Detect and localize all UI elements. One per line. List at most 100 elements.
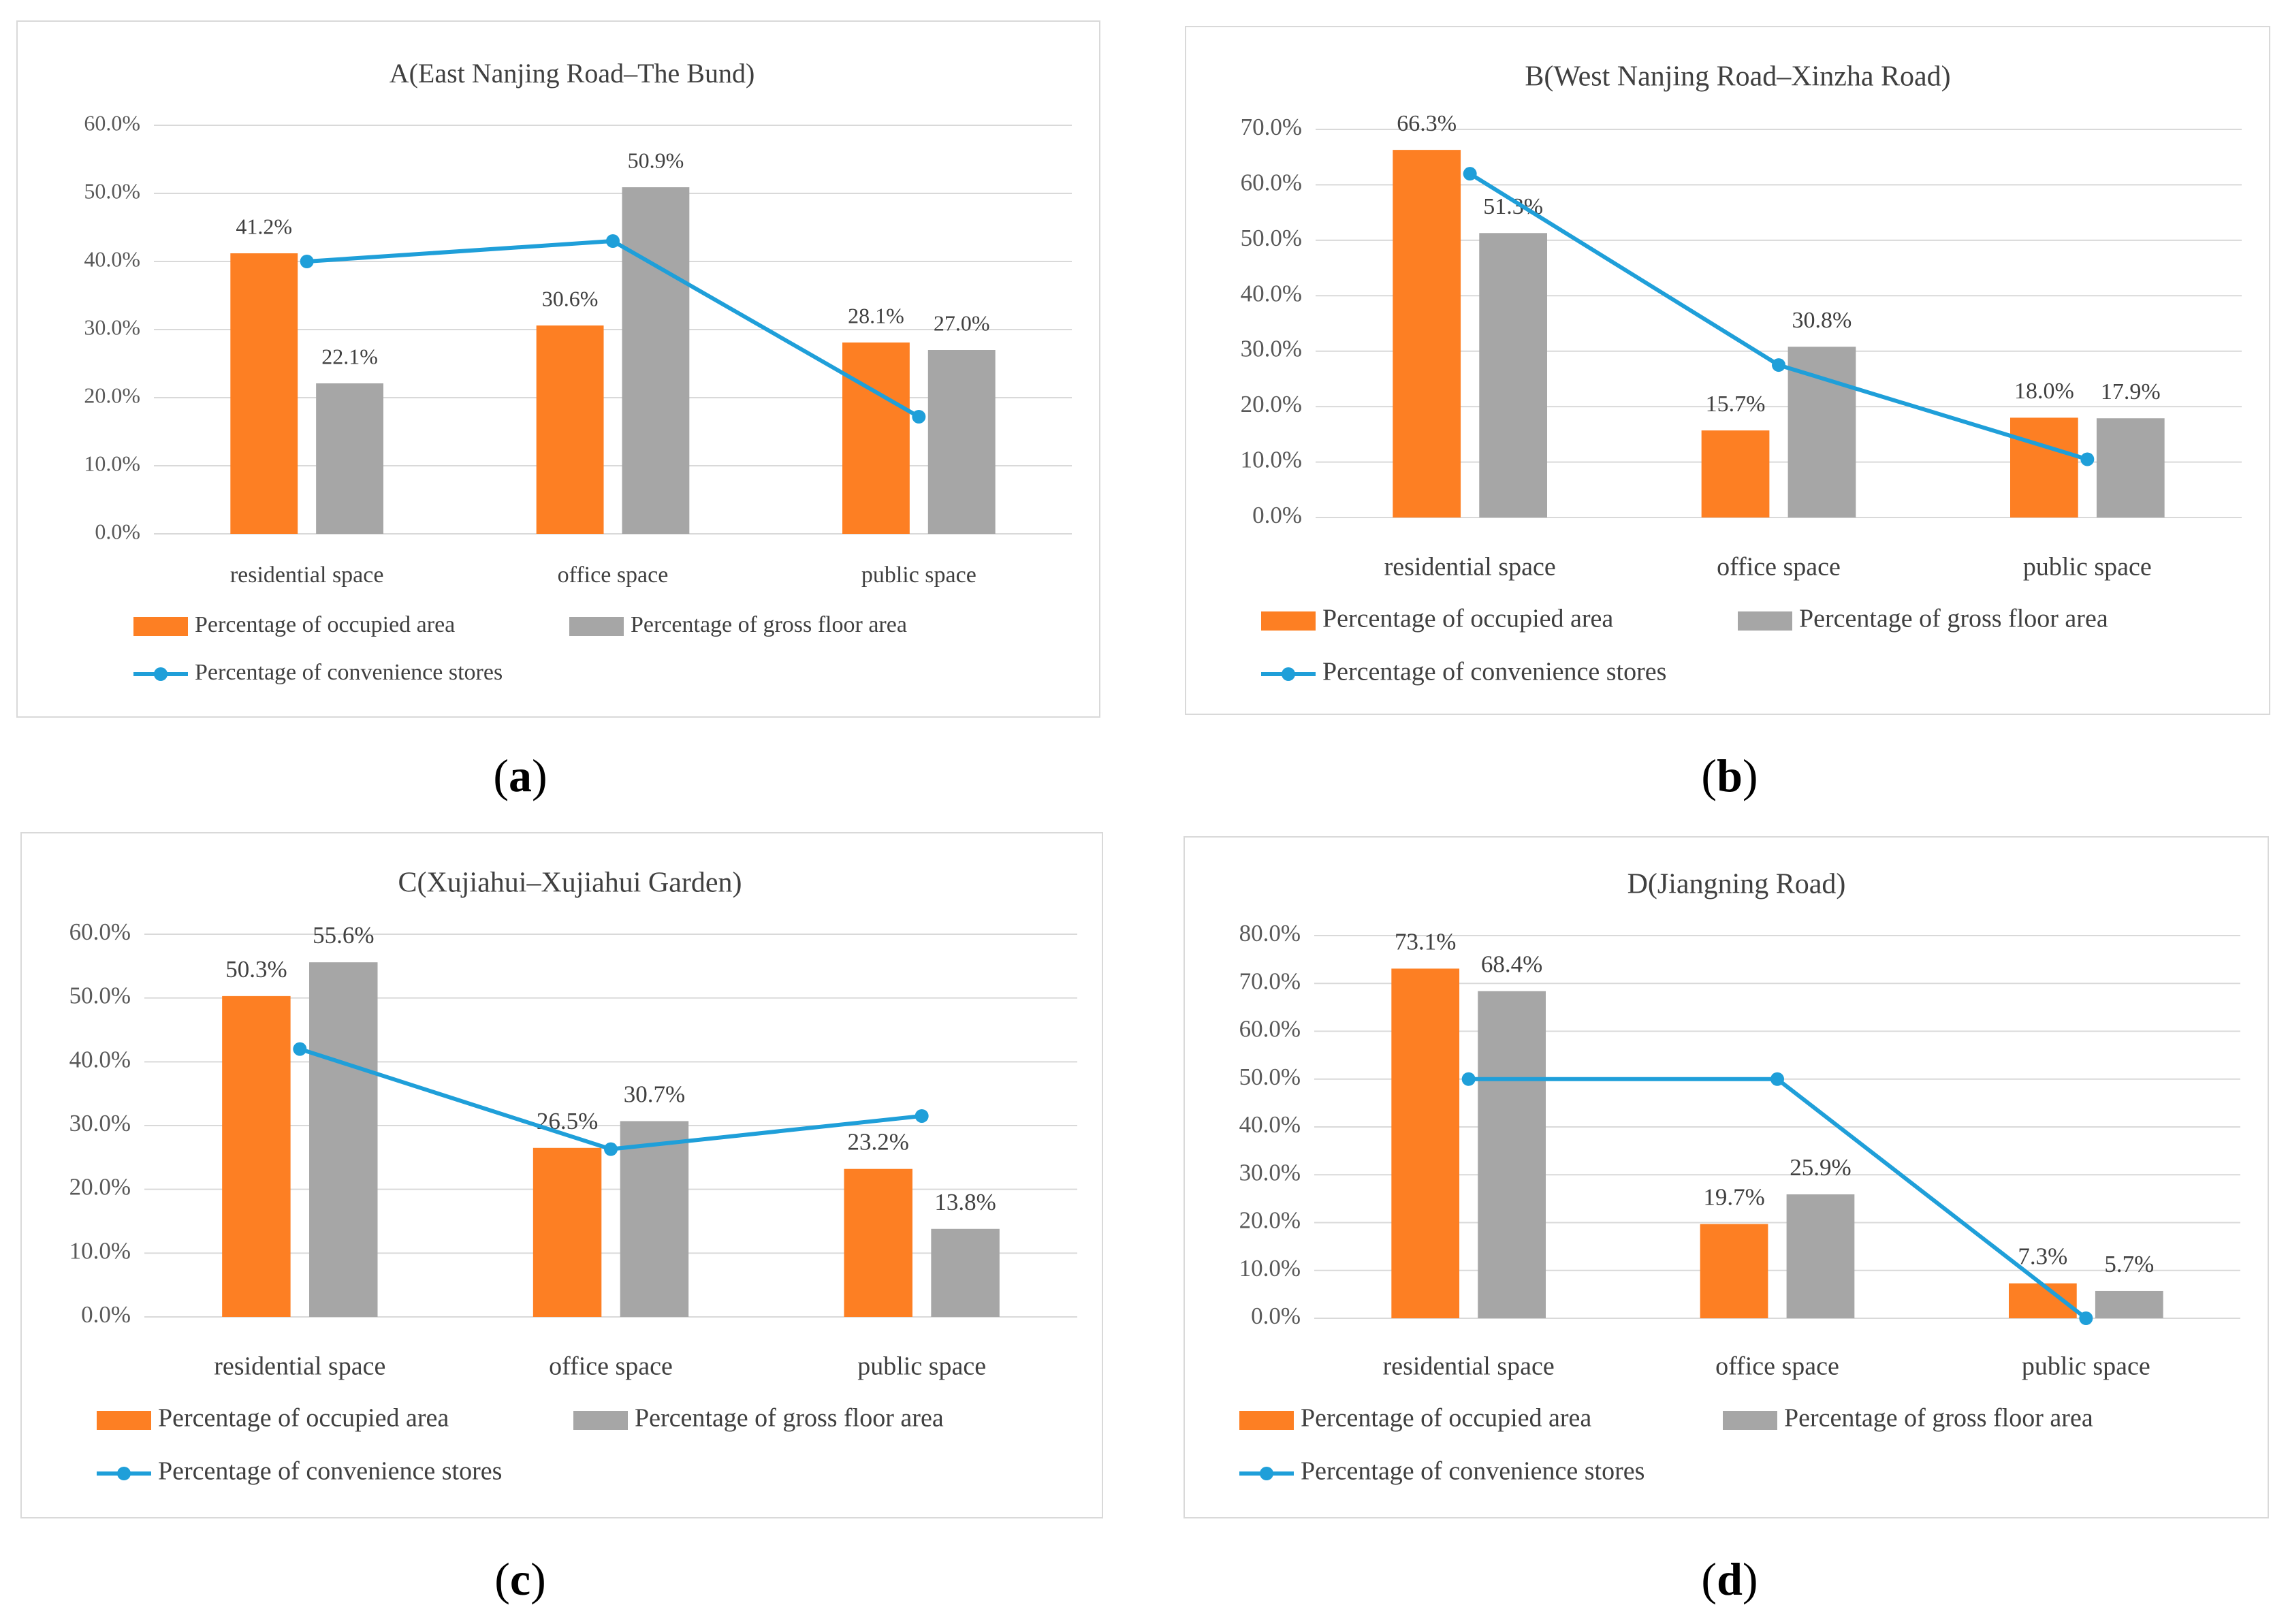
y-tick-label: 20.0% bbox=[69, 1174, 131, 1200]
data-label: 68.4% bbox=[1481, 951, 1542, 978]
y-tick-label: 50.0% bbox=[1239, 1064, 1301, 1090]
legend-label-stores: Percentage of convenience stores bbox=[158, 1457, 502, 1486]
y-tick-label: 50.0% bbox=[84, 178, 140, 203]
subfigure-label-c: (c) bbox=[494, 1553, 546, 1605]
chart-panel-d: D(Jiangning Road) 0.0% 10.0% 20.0% 30.0% 40.0… bbox=[1183, 836, 2269, 1518]
data-label: 27.0% bbox=[934, 311, 990, 335]
y-tick-label: 80.0% bbox=[1239, 920, 1301, 946]
legend: Percentage of occupied area Percentage of… bbox=[97, 1404, 944, 1486]
data-label: 17.9% bbox=[2101, 379, 2161, 404]
y-tick-label: 70.0% bbox=[1241, 114, 1302, 140]
y-tick-label: 40.0% bbox=[1239, 1111, 1301, 1138]
legend-marker-stores bbox=[117, 1467, 131, 1480]
chart-panel-b: B(West Nanjing Road–Xinzha Road) 0.0% 10.0… bbox=[1185, 26, 2270, 715]
data-label: 30.7% bbox=[624, 1081, 685, 1107]
legend-label-occupied: Percentage of occupied area bbox=[1301, 1404, 1591, 1433]
subfigure-letter-b: b bbox=[1717, 750, 1743, 801]
bar-gross bbox=[309, 962, 378, 1317]
bar-gross bbox=[620, 1121, 689, 1317]
y-tick-label: 10.0% bbox=[1241, 447, 1302, 473]
legend-label-gross: Percentage of gross floor area bbox=[631, 612, 907, 637]
data-label: 66.3% bbox=[1397, 111, 1457, 136]
legend-swatch-gross bbox=[569, 617, 624, 636]
y-tick-label: 0.0% bbox=[1251, 1303, 1301, 1329]
legend-label-occupied: Percentage of occupied area bbox=[1322, 605, 1613, 633]
bar-gross bbox=[2096, 418, 2165, 518]
legend: Percentage of occupied area Percentage of… bbox=[1261, 605, 2108, 686]
line-point bbox=[915, 1109, 929, 1123]
y-tick-label: 20.0% bbox=[1239, 1207, 1301, 1234]
legend-label-gross: Percentage of gross floor area bbox=[1799, 605, 2108, 633]
data-label: 23.2% bbox=[848, 1129, 909, 1156]
x-category-label: office space bbox=[558, 562, 669, 588]
data-label: 30.6% bbox=[542, 286, 599, 311]
x-category-label: public space bbox=[2023, 553, 2152, 582]
legend-swatch-gross bbox=[1738, 611, 1792, 631]
legend-swatch-gross bbox=[573, 1411, 628, 1430]
data-label: 28.1% bbox=[848, 303, 904, 328]
chart-panel-a: A(East Nanjing Road–The Bund) 0.0% 10.0% 20… bbox=[16, 20, 1100, 718]
bar-occupied bbox=[1701, 430, 1770, 518]
data-label: 30.8% bbox=[1792, 308, 1852, 333]
bar-occupied bbox=[1391, 968, 1460, 1318]
data-label: 22.1% bbox=[321, 344, 378, 368]
bar-occupied bbox=[533, 1147, 602, 1317]
legend: Percentage of occupied area Percentage of… bbox=[1239, 1404, 2093, 1486]
bar-occupied bbox=[1700, 1224, 1768, 1318]
legend-marker-stores bbox=[1260, 1467, 1273, 1480]
y-tick-label: 30.0% bbox=[69, 1110, 131, 1136]
legend-swatch-gross bbox=[1723, 1411, 1777, 1430]
y-tick-label: 50.0% bbox=[1241, 225, 1302, 251]
data-label: 50.3% bbox=[225, 956, 287, 983]
line-point bbox=[2079, 1311, 2093, 1325]
y-tick-label: 60.0% bbox=[1239, 1016, 1301, 1042]
bar-occupied bbox=[844, 1168, 912, 1317]
chart-d-svg: D(Jiangning Road) 0.0% 10.0% 20.0% 30.0% 40.0… bbox=[1239, 869, 2240, 1486]
bar-gross bbox=[622, 187, 690, 534]
x-category-label: office space bbox=[1715, 1352, 1839, 1381]
data-label: 55.6% bbox=[313, 922, 374, 949]
subfigure-label-d: (d) bbox=[1701, 1553, 1758, 1605]
legend-marker-stores bbox=[1282, 667, 1295, 681]
data-label: 73.1% bbox=[1395, 929, 1456, 955]
data-label: 41.2% bbox=[236, 214, 292, 238]
bar-gross bbox=[316, 383, 383, 534]
y-tick-label: 0.0% bbox=[1252, 502, 1302, 528]
line-point bbox=[300, 255, 314, 268]
y-tick-label: 10.0% bbox=[69, 1237, 131, 1264]
data-label: 19.7% bbox=[1703, 1184, 1764, 1211]
legend-swatch-occupied bbox=[97, 1411, 151, 1430]
data-label: 50.9% bbox=[628, 148, 684, 172]
line-point bbox=[2080, 452, 2095, 466]
x-category-label: public space bbox=[861, 562, 976, 588]
legend-swatch-occupied bbox=[1261, 611, 1316, 631]
x-category-label: residential space bbox=[1384, 553, 1556, 582]
data-label: 13.8% bbox=[934, 1189, 996, 1215]
chart-title: D(Jiangning Road) bbox=[1627, 869, 1846, 900]
line-point bbox=[293, 1042, 307, 1056]
line-convenience-stores bbox=[1468, 1077, 2088, 1320]
bar-occupied bbox=[2010, 417, 2078, 518]
line-point bbox=[1463, 167, 1477, 181]
x-category-label: public space bbox=[2022, 1352, 2150, 1381]
legend-label-occupied: Percentage of occupied area bbox=[195, 612, 455, 637]
subfigure-letter-c: c bbox=[509, 1553, 531, 1605]
line-point bbox=[606, 234, 620, 248]
x-category-label: residential space bbox=[1383, 1352, 1555, 1381]
y-tick-label: 60.0% bbox=[1241, 169, 1302, 195]
line-convenience-stores bbox=[299, 1047, 922, 1151]
bar-occupied bbox=[842, 343, 910, 534]
bar-occupied bbox=[1393, 150, 1461, 518]
y-tick-label: 30.0% bbox=[84, 315, 140, 339]
chart-c-svg: C(Xujiahui–Xujiahui Garden) 0.0% 10.0% 20.0… bbox=[69, 867, 1077, 1486]
y-tick-label: 0.0% bbox=[81, 1301, 131, 1328]
y-tick-label: 60.0% bbox=[84, 110, 140, 135]
chart-title: A(East Nanjing Road–The Bund) bbox=[390, 58, 755, 89]
subfigure-label-a: (a) bbox=[493, 750, 547, 801]
legend: Percentage of occupied area Percentage of… bbox=[133, 612, 907, 685]
y-tick-label: 0.0% bbox=[95, 519, 140, 543]
legend-marker-stores bbox=[154, 667, 168, 681]
y-tick-label: 10.0% bbox=[84, 451, 140, 475]
y-tick-label: 10.0% bbox=[1239, 1255, 1301, 1281]
chart-title: C(Xujiahui–Xujiahui Garden) bbox=[398, 867, 742, 899]
